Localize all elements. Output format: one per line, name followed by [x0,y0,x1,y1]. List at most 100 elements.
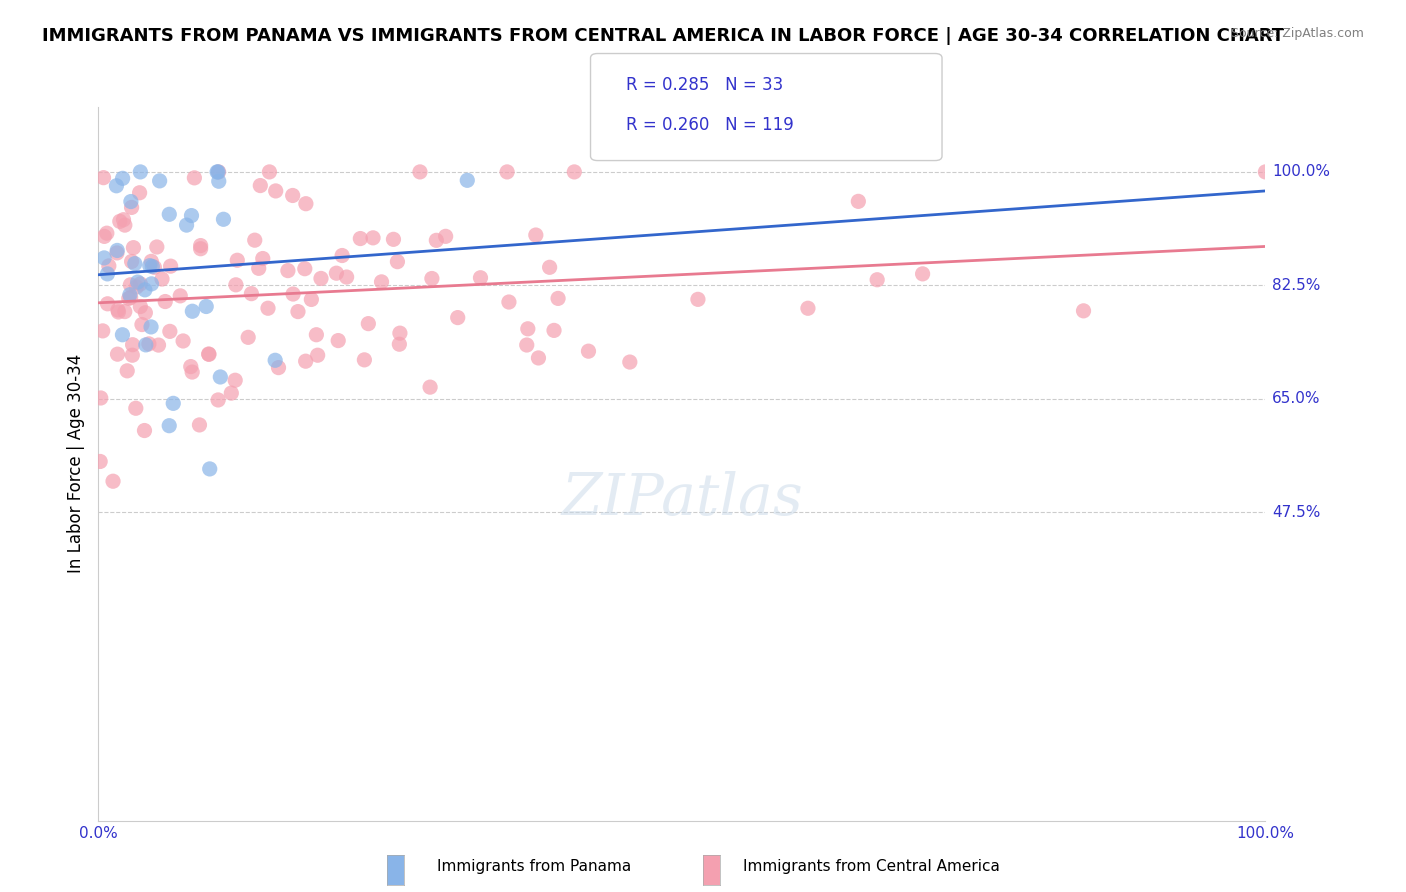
Point [619,355,641,369]
Point [382,232,405,246]
Text: Immigrants from Panama: Immigrants from Panama [437,859,631,874]
Point [247,261,270,276]
Point [181,365,204,379]
Point [121,201,143,215]
Point [141,277,163,291]
Point [101,474,124,488]
Point [115,364,138,378]
Point [198,347,221,361]
Point [209,370,232,384]
Point [134,424,156,438]
Point [249,178,271,193]
Point [496,165,519,179]
Point [387,254,409,268]
Point [425,233,447,247]
Point [159,259,181,273]
Point [93,251,115,265]
Point [180,359,202,374]
Point [129,165,152,179]
Point [134,306,156,320]
Point [388,337,411,351]
Point [212,212,235,227]
Point [516,338,538,352]
Point [225,277,247,292]
Point [114,304,136,318]
Point [208,174,231,188]
Point [330,248,353,262]
Point [328,334,350,348]
Point [325,266,347,280]
Point [121,337,143,351]
Point [127,275,149,289]
Point [336,270,359,285]
Point [146,240,169,254]
Point [353,352,375,367]
Text: ZIPatlas: ZIPatlas [561,471,803,528]
Point [125,401,148,416]
Point [259,165,281,179]
Point [866,273,889,287]
Point [547,292,569,306]
Point [456,173,478,187]
Point [121,348,143,362]
Point [114,218,136,232]
Point [111,171,134,186]
Point [420,271,443,285]
Point [267,360,290,375]
Point [138,337,160,351]
Point [207,392,229,407]
Point [107,347,129,361]
Point [181,304,204,318]
Point [162,396,184,410]
Point [447,310,470,325]
Point [1254,165,1277,179]
Point [141,254,163,268]
Point [155,294,177,309]
Point [516,322,538,336]
Point [498,295,520,310]
Text: 47.5%: 47.5% [1272,505,1320,520]
Point [141,260,163,274]
Point [124,257,146,271]
Point [305,327,328,342]
Point [111,327,134,342]
Point [281,287,304,301]
Point [299,293,322,307]
Point [107,303,129,318]
Point [157,207,180,221]
Point [257,301,280,316]
Point [183,170,205,185]
Point [96,226,118,240]
Point [118,287,141,301]
Point [238,330,260,344]
Point [295,196,318,211]
Point [287,304,309,318]
Point [527,351,550,365]
Point [578,344,600,359]
Point [221,386,243,401]
Point [197,347,219,361]
Point [307,348,329,362]
Point [190,242,212,256]
Point [139,259,162,273]
Point [524,227,547,242]
Point [281,188,304,202]
Point [122,241,145,255]
Point [349,231,371,245]
Point [135,338,157,352]
Point [205,165,228,179]
Point [277,263,299,277]
Point [419,380,441,394]
Text: 82.5%: 82.5% [1272,278,1320,293]
Point [361,231,384,245]
Point [131,318,153,332]
Text: 65.0%: 65.0% [1272,392,1320,407]
Point [434,229,457,244]
Point [139,319,162,334]
Point [128,186,150,200]
Text: Immigrants from Central America: Immigrants from Central America [744,859,1000,874]
Point [97,259,120,273]
Point [686,293,709,307]
Point [105,244,128,258]
Point [107,305,129,319]
